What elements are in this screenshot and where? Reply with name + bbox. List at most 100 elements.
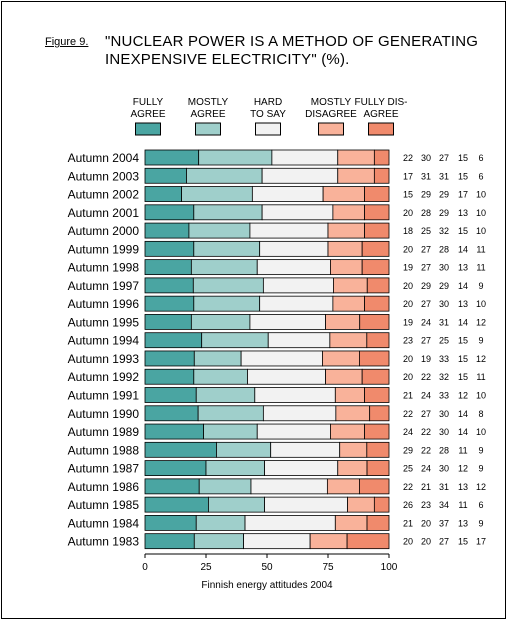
data-label: 19: [403, 317, 413, 327]
bar-segment: [330, 423, 366, 440]
category-label: Autumn 2001: [68, 206, 140, 220]
data-label: 27: [421, 263, 431, 273]
bar-segment: [361, 240, 390, 257]
bar-segment: [264, 460, 339, 476]
x-tick-label: 0: [142, 562, 148, 573]
category-label: Autumn 2000: [68, 224, 140, 238]
bar-segment: [364, 204, 390, 221]
data-label: 6: [478, 153, 483, 163]
data-label: 6: [478, 171, 483, 181]
category-label: Autumn 1983: [68, 535, 140, 549]
data-label: 12: [476, 317, 486, 327]
data-label: 21: [403, 391, 413, 401]
data-label: 26: [403, 500, 413, 510]
figure-label: Figure 9.: [45, 36, 89, 48]
data-label: 10: [476, 208, 486, 218]
category-label: Autumn 2003: [68, 169, 140, 183]
data-label: 22: [421, 372, 431, 382]
bar-segment: [259, 295, 334, 312]
data-label: 10: [476, 427, 486, 437]
legend-swatch: [255, 122, 281, 136]
legend-label-line2: DISAGREE: [305, 109, 357, 120]
bar-segment: [144, 332, 203, 349]
data-label: 11: [476, 244, 485, 254]
category-label: Autumn 1987: [68, 462, 140, 476]
data-label: 22: [403, 409, 413, 419]
data-label: 29: [403, 445, 413, 455]
data-label: 11: [476, 263, 485, 273]
bar-segment: [195, 387, 256, 403]
bar-segment: [190, 314, 251, 330]
bar-segment: [261, 167, 339, 184]
bar-segment: [264, 496, 348, 513]
category-label: Autumn 1991: [68, 389, 140, 403]
data-label: 14: [458, 409, 468, 419]
data-label: 21: [403, 518, 413, 528]
bar-segment: [144, 387, 197, 403]
data-label: 13: [458, 263, 468, 273]
data-label: 20: [403, 208, 413, 218]
bar-segment: [330, 259, 363, 276]
data-label: 29: [439, 208, 449, 218]
bar-segment: [322, 350, 360, 367]
data-label: 10: [476, 299, 486, 309]
data-label: 28: [421, 208, 431, 218]
category-label: Autumn 1988: [68, 443, 140, 457]
data-label: 28: [439, 445, 449, 455]
bar-segment: [186, 167, 263, 184]
data-label: 14: [458, 427, 468, 437]
bar-segment: [195, 515, 246, 531]
bar-segment: [251, 186, 324, 202]
bar-segment: [144, 368, 195, 385]
data-label: 29: [439, 281, 449, 291]
legend-label-line1: HARD: [254, 97, 282, 108]
legend-label-line1: MOSTLY: [311, 97, 352, 108]
data-label: 20: [421, 518, 431, 528]
data-label: 9: [478, 445, 483, 455]
data-label: 15: [403, 190, 413, 200]
data-label: 34: [439, 500, 449, 510]
bar-segment: [373, 496, 390, 513]
data-label: 30: [439, 409, 449, 419]
data-label: 27: [421, 244, 431, 254]
bar-segment: [333, 277, 368, 294]
data-label: 30: [439, 263, 449, 273]
data-label: 10: [476, 226, 486, 236]
data-label: 11: [458, 500, 467, 510]
bar-segment: [369, 405, 390, 422]
bar-segment: [267, 332, 331, 349]
data-label: 10: [476, 391, 486, 401]
data-label: 27: [421, 409, 431, 419]
data-label: 15: [458, 153, 468, 163]
x-tick-label: 50: [261, 562, 273, 573]
data-label: 14: [458, 317, 468, 327]
data-label: 9: [478, 518, 483, 528]
bar-segment: [261, 204, 334, 221]
data-label: 8: [478, 409, 483, 419]
bar-segment: [366, 515, 390, 531]
data-label: 30: [439, 427, 449, 437]
data-label: 15: [458, 354, 468, 364]
bar-segment: [327, 222, 365, 239]
data-label: 37: [439, 518, 449, 528]
bar-segment: [198, 149, 273, 166]
legend-swatch: [195, 122, 221, 136]
data-label: 15: [458, 336, 468, 346]
legend-swatch: [368, 122, 394, 136]
data-label: 13: [458, 482, 468, 492]
data-label: 20: [403, 299, 413, 309]
bar-segment: [366, 277, 390, 294]
bar-segment: [192, 277, 264, 294]
bar-segment: [364, 423, 390, 440]
bar-segment: [193, 204, 263, 221]
bar-segment: [334, 387, 366, 403]
chart-title: "NUCLEAR POWER IS A METHOD OF GENERATING…: [105, 33, 478, 69]
data-label: 19: [403, 263, 413, 273]
data-label: 24: [421, 391, 431, 401]
bar-segment: [361, 259, 390, 276]
category-label: Autumn 1995: [68, 315, 140, 329]
data-label: 30: [421, 153, 431, 163]
data-label: 21: [421, 482, 431, 492]
data-label: 29: [439, 190, 449, 200]
